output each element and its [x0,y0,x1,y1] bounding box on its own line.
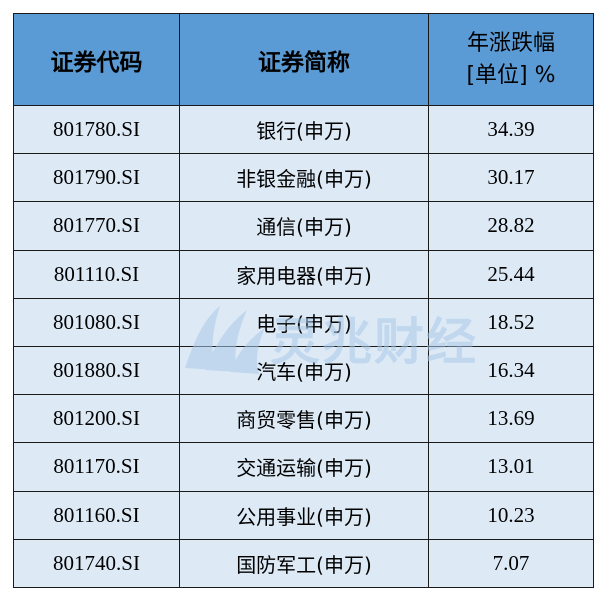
table-row: 801080.SI 电子(申万) 18.52 [13,297,594,347]
table-row: 801740.SI 国防军工(申万) 7.07 [13,538,594,589]
cell-change: 16.34 [428,345,594,396]
cell-name: 银行(申万) [179,104,429,155]
cell-change: 28.82 [428,201,594,251]
cell-code: 801770.SI [13,201,180,251]
cell-code: 801880.SI [13,345,180,396]
cell-code: 801790.SI [13,153,180,203]
cell-code: 801110.SI [13,249,180,299]
cell-change: 10.23 [428,490,594,540]
cell-name: 商贸零售(申万) [179,394,429,444]
table-row: 801200.SI 商贸零售(申万) 13.69 [13,394,594,444]
table-row: 801780.SI 银行(申万) 34.39 [13,104,594,155]
table-row: 801770.SI 通信(申万) 28.82 [13,201,594,251]
table-row: 801170.SI 交通运输(申万) 13.01 [13,442,594,492]
cell-name: 交通运输(申万) [179,442,429,492]
cell-change: 30.17 [428,153,594,203]
cell-code: 801200.SI [13,394,180,444]
cell-change: 34.39 [428,104,594,155]
industry-performance-table: 证券代码 证券简称 年涨跌幅 [单位] % 801780.SI 银行(申万) 34.… [13,13,594,589]
cell-code: 801780.SI [13,104,180,155]
cell-name: 国防军工(申万) [179,538,429,589]
header-code: 证券代码 [13,13,180,106]
cell-code: 801160.SI [13,490,180,540]
header-name: 证券简称 [179,13,429,106]
cell-name: 公用事业(申万) [179,490,429,540]
table-row: 801110.SI 家用电器(申万) 25.44 [13,249,594,299]
table-row: 801880.SI 汽车(申万) 16.34 [13,345,594,396]
table-body: 801780.SI 银行(申万) 34.39 801790.SI 非银金融(申万) 30.… [13,104,594,589]
table-row: 801160.SI 公用事业(申万) 10.23 [13,490,594,540]
header-change: 年涨跌幅 [单位] % [428,13,594,106]
header-row: 证券代码 证券简称 年涨跌幅 [单位] % [13,13,594,106]
cell-code: 801080.SI [13,297,180,347]
cell-name: 通信(申万) [179,201,429,251]
cell-name: 电子(申万) [179,297,429,347]
cell-name: 家用电器(申万) [179,249,429,299]
cell-name: 非银金融(申万) [179,153,429,203]
cell-code: 801170.SI [13,442,180,492]
cell-code: 801740.SI [13,538,180,589]
header-change-title: 年涨跌幅 [466,30,555,56]
cell-change: 18.52 [428,297,594,347]
cell-change: 13.01 [428,442,594,492]
header-change-unit: [单位] % [466,62,556,88]
cell-change: 7.07 [428,538,594,589]
cell-change: 25.44 [428,249,594,299]
table-header: 证券代码 证券简称 年涨跌幅 [单位] % [13,13,594,106]
cell-change: 13.69 [428,394,594,444]
table-row: 801790.SI 非银金融(申万) 30.17 [13,153,594,203]
cell-name: 汽车(申万) [179,345,429,396]
